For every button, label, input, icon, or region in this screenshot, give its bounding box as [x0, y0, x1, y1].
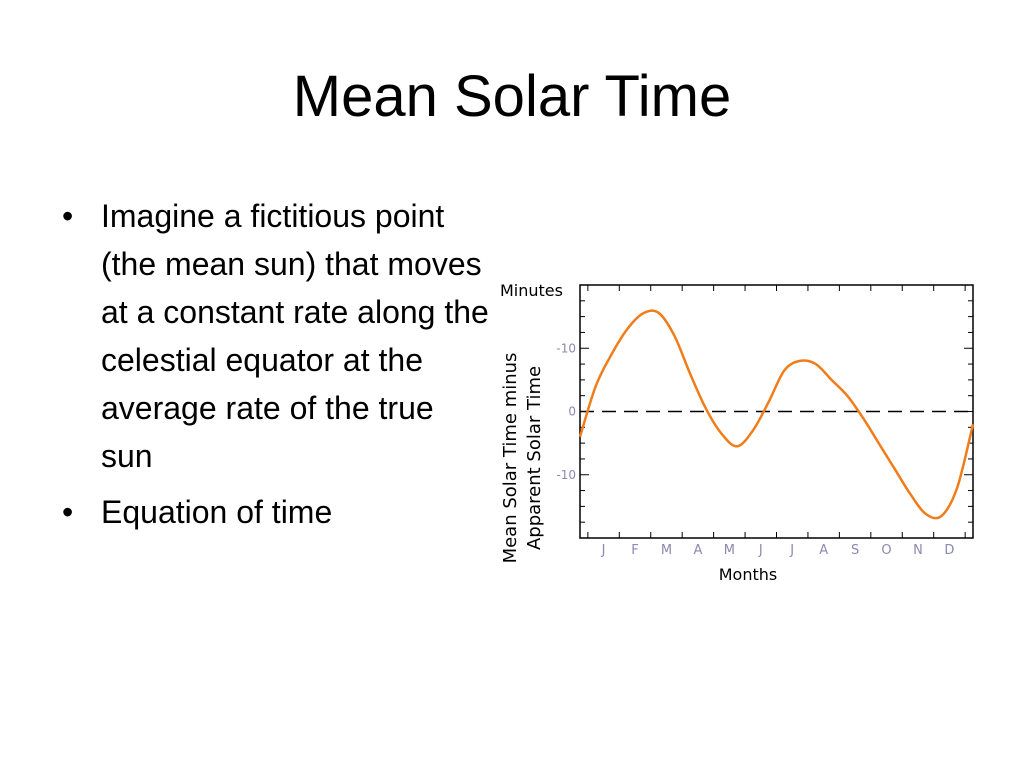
corner-label: Minutes [500, 281, 563, 300]
x-tick-label: S [851, 543, 859, 558]
bullet-list: • Imagine a fictitious point (the mean s… [62, 192, 492, 544]
x-axis-label: Months [719, 565, 777, 584]
y-tick-label: 0 [568, 405, 576, 419]
chart-svg: Minutes Mean Solar Time minus Apparent S… [500, 281, 975, 584]
slide-title: Mean Solar Time [292, 64, 732, 129]
x-tick-label: O [881, 543, 891, 558]
x-tick-label: D [944, 543, 954, 558]
x-tick-label: J [789, 543, 794, 558]
y-axis-label-line-1: Mean Solar Time minus [500, 353, 521, 564]
x-tick-label: M [661, 543, 672, 558]
equation-of-time-chart: Minutes Mean Solar Time minus Apparent S… [490, 270, 990, 600]
y-tick-label: -10 [556, 341, 576, 355]
y-axis-label: Mean Solar Time minus Apparent Solar Tim… [500, 353, 545, 564]
x-tick-label: J [601, 543, 606, 558]
bullet-dot-icon: • [62, 494, 74, 530]
y-tick-labels: -10 0 -10 [556, 341, 576, 482]
x-tick-label: F [631, 543, 638, 558]
x-tick-label: N [913, 543, 923, 558]
y-tick-label: -10 [556, 468, 576, 482]
bullet-item: • Equation of time [62, 488, 492, 536]
bullet-text: Equation of time [101, 494, 333, 530]
x-tick-label: J [758, 543, 763, 558]
x-tick-label: M [724, 543, 735, 558]
bullet-dot-icon: • [62, 198, 74, 234]
series-line [578, 309, 975, 520]
x-tick-label: A [693, 543, 702, 558]
bullet-item: • Imagine a fictitious point (the mean s… [62, 192, 492, 480]
bullet-text: Imagine a fictitious point (the mean sun… [101, 198, 489, 474]
x-tick-label: A [819, 543, 828, 558]
y-axis-label-line-2: Apparent Solar Time [524, 366, 545, 550]
